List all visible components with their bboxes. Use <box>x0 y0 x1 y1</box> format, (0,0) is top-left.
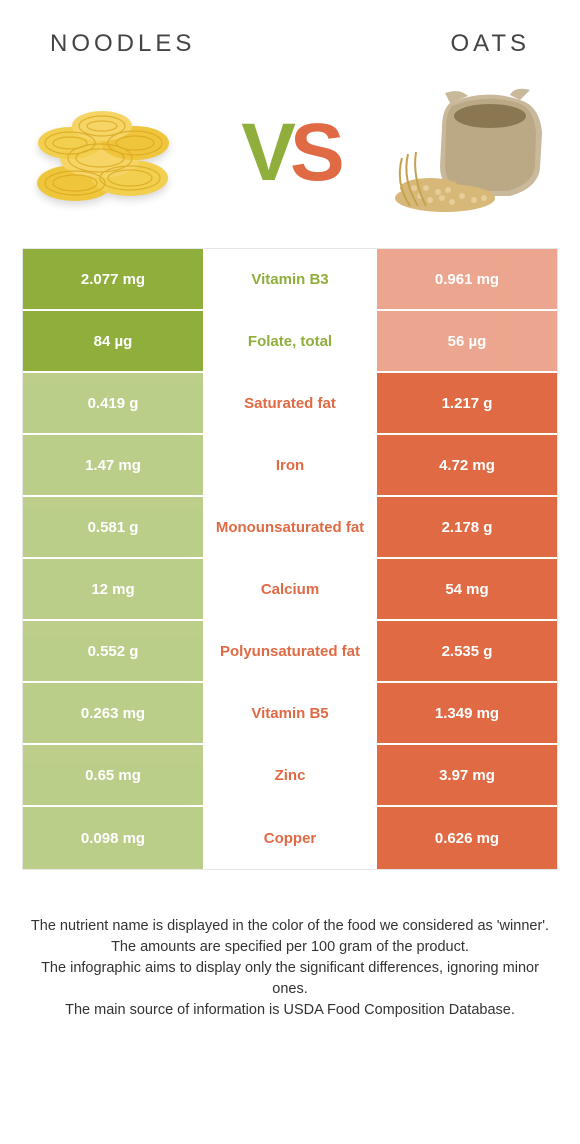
value-right: 0.961 mg <box>377 249 557 309</box>
value-left: 84 µg <box>23 311 203 371</box>
value-left: 0.098 mg <box>23 807 203 869</box>
footer-line: The nutrient name is displayed in the co… <box>30 916 550 937</box>
value-right: 0.626 mg <box>377 807 557 869</box>
table-row: 0.098 mgCopper0.626 mg <box>23 807 557 869</box>
value-right: 1.217 g <box>377 373 557 433</box>
table-row: 0.263 mgVitamin B51.349 mg <box>23 683 557 745</box>
title-left: NOODLES <box>50 30 195 58</box>
nutrient-label: Vitamin B3 <box>203 249 377 309</box>
nutrient-label: Saturated fat <box>203 373 377 433</box>
value-right: 2.178 g <box>377 497 557 557</box>
nutrient-label: Iron <box>203 435 377 495</box>
footer-line: The amounts are specified per 100 gram o… <box>30 937 550 958</box>
vs-v: V <box>241 106 290 200</box>
oats-image <box>390 88 560 218</box>
table-row: 2.077 mgVitamin B30.961 mg <box>23 249 557 311</box>
value-left: 0.65 mg <box>23 745 203 805</box>
value-right: 3.97 mg <box>377 745 557 805</box>
value-left: 12 mg <box>23 559 203 619</box>
nutrient-label: Zinc <box>203 745 377 805</box>
value-left: 0.581 g <box>23 497 203 557</box>
titles-bar: NOODLES OATS <box>20 20 560 78</box>
nutrient-label: Copper <box>203 807 377 869</box>
value-right: 1.349 mg <box>377 683 557 743</box>
nutrient-label: Polyunsaturated fat <box>203 621 377 681</box>
nutrient-label: Monounsaturated fat <box>203 497 377 557</box>
table-row: 0.65 mgZinc3.97 mg <box>23 745 557 807</box>
vs-label: VS <box>241 106 338 200</box>
nutrient-label: Calcium <box>203 559 377 619</box>
value-right: 2.535 g <box>377 621 557 681</box>
table-row: 0.552 gPolyunsaturated fat2.535 g <box>23 621 557 683</box>
table-row: 12 mgCalcium54 mg <box>23 559 557 621</box>
nutrient-label: Folate, total <box>203 311 377 371</box>
nutrient-label: Vitamin B5 <box>203 683 377 743</box>
footer-notes: The nutrient name is displayed in the co… <box>20 870 560 1021</box>
table-row: 1.47 mgIron4.72 mg <box>23 435 557 497</box>
footer-line: The main source of information is USDA F… <box>30 1000 550 1021</box>
value-right: 4.72 mg <box>377 435 557 495</box>
value-right: 56 µg <box>377 311 557 371</box>
table-row: 84 µgFolate, total56 µg <box>23 311 557 373</box>
vs-s: S <box>290 106 339 200</box>
table-row: 0.419 gSaturated fat1.217 g <box>23 373 557 435</box>
footer-line: The infographic aims to display only the… <box>30 958 550 1000</box>
title-right: OATS <box>450 30 530 58</box>
value-right: 54 mg <box>377 559 557 619</box>
value-left: 0.263 mg <box>23 683 203 743</box>
noodles-image <box>20 88 190 218</box>
value-left: 2.077 mg <box>23 249 203 309</box>
value-left: 0.552 g <box>23 621 203 681</box>
hero-row: VS <box>20 78 560 248</box>
comparison-table: 2.077 mgVitamin B30.961 mg84 µgFolate, t… <box>22 248 558 870</box>
value-left: 0.419 g <box>23 373 203 433</box>
value-left: 1.47 mg <box>23 435 203 495</box>
table-row: 0.581 gMonounsaturated fat2.178 g <box>23 497 557 559</box>
